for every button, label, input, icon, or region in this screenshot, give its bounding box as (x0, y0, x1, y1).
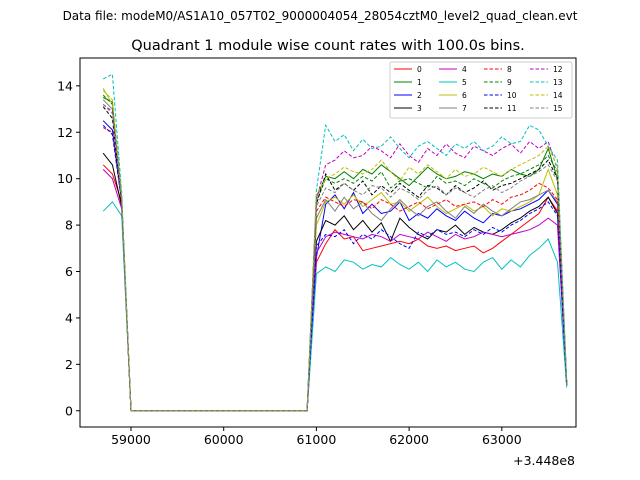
legend-label-12: 12 (553, 65, 563, 74)
legend-label-9: 9 (507, 78, 512, 87)
series-line-13 (102, 73, 568, 412)
series-line-2 (102, 120, 568, 412)
chart-title: Quadrant 1 module wise count rates with … (131, 38, 525, 54)
series-line-3 (102, 152, 568, 412)
legend-label-8: 8 (507, 65, 512, 74)
series-line-5 (102, 201, 568, 412)
y-tick-label: 4 (65, 310, 73, 325)
legend-box (389, 61, 573, 119)
y-tick-label: 12 (57, 125, 73, 140)
legend-label-3: 3 (417, 104, 422, 113)
y-tick-label: 6 (65, 264, 73, 279)
legend-label-2: 2 (417, 91, 422, 100)
legend-label-0: 0 (417, 65, 422, 74)
series-line-10 (102, 124, 568, 412)
series-line-7 (102, 99, 568, 412)
x-tick-label: 59000 (111, 432, 151, 447)
series-line-14 (102, 90, 568, 412)
y-tick-label: 8 (65, 218, 73, 233)
legend-label-4: 4 (462, 65, 467, 74)
legend-label-14: 14 (553, 91, 563, 100)
legend-label-15: 15 (553, 104, 563, 113)
legend-label-1: 1 (417, 78, 422, 87)
series-line-1 (102, 97, 568, 412)
legend-label-10: 10 (507, 91, 517, 100)
y-tick-label: 14 (57, 78, 73, 93)
series-line-9 (102, 94, 568, 412)
legend-label-7: 7 (462, 104, 467, 113)
legend-label-13: 13 (553, 78, 563, 87)
series-line-6 (102, 87, 568, 412)
legend-label-11: 11 (507, 104, 517, 113)
legend-label-5: 5 (462, 78, 467, 87)
x-tick-label: 61000 (297, 432, 337, 447)
plot-lines (102, 73, 568, 412)
suptitle: Data file: modeM0/AS1A10_057T02_90000040… (63, 9, 578, 23)
series-line-8 (102, 127, 568, 412)
series-line-15 (102, 104, 568, 412)
y-tick-label: 2 (65, 357, 73, 372)
axes-frame (79, 57, 577, 428)
x-tick-label: 62000 (389, 432, 429, 447)
x-tick-label: 63000 (482, 432, 522, 447)
legend-label-6: 6 (462, 91, 467, 100)
x-offset-label: +3.448e8 (513, 453, 575, 468)
y-tick-label: 0 (65, 403, 73, 418)
y-tick-label: 10 (57, 171, 73, 186)
series-line-12 (102, 104, 568, 412)
series-line-4 (102, 169, 568, 412)
x-tick-label: 60000 (204, 432, 244, 447)
